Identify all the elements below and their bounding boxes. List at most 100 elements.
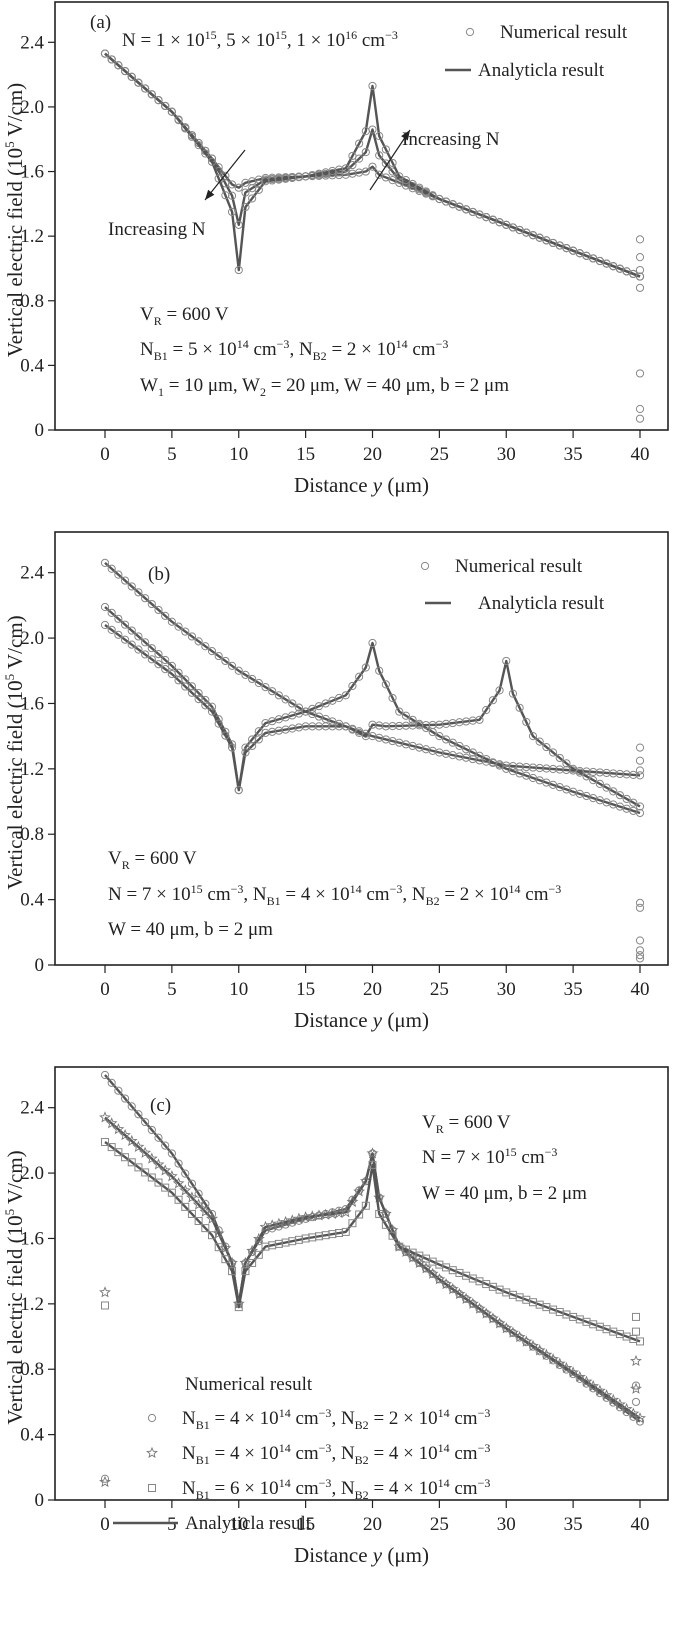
x-tick-label: 25 (430, 444, 449, 465)
annotation: VR​ = 600 V (140, 304, 229, 328)
data-point (234, 265, 243, 275)
annotation: N = 1 × 1015​, 5 × 1015​, 1 × 1016​ cm−3… (122, 28, 398, 51)
y-tick-label: 1.2 (20, 759, 44, 780)
data-point (246, 1244, 259, 1256)
data-point (248, 735, 257, 744)
x-tick-label: 15 (296, 444, 315, 465)
x-tick-label: 40 (631, 979, 650, 1000)
legend-entry: NB1​ = 4 × 1014​ cm−3​, NB2​ = 2 × 1014​… (182, 1406, 490, 1432)
data-point (368, 1160, 377, 1169)
data-point (528, 1342, 538, 1351)
data-point (401, 711, 411, 720)
data-point (241, 748, 250, 757)
data-point (635, 898, 645, 907)
data-point (254, 1250, 263, 1259)
data-point (181, 124, 190, 133)
data-point (355, 139, 364, 148)
data-point (141, 1117, 150, 1127)
data-point (114, 614, 123, 623)
data-point (341, 722, 350, 731)
data-point (227, 207, 237, 217)
data-point (120, 576, 130, 585)
data-point (201, 1224, 210, 1233)
data-point (221, 191, 230, 200)
data-point (254, 185, 263, 194)
data-point (540, 1348, 553, 1360)
annotation: Increasing N (402, 129, 500, 150)
data-point (248, 741, 257, 751)
data-point (326, 1207, 339, 1219)
arrow (369, 129, 411, 191)
data-point (100, 620, 110, 630)
data-point (161, 611, 170, 620)
y-tick-label: 0 (35, 955, 45, 976)
y-tick-label: 0.4 (20, 890, 44, 911)
data-point (248, 1258, 257, 1267)
data-point (134, 1110, 143, 1119)
data-point (426, 1267, 439, 1279)
data-point (395, 721, 404, 731)
data-point (207, 707, 217, 716)
data-point (381, 680, 390, 689)
data-point (199, 1205, 212, 1217)
data-point (348, 725, 357, 734)
data-point (428, 191, 437, 200)
data-point (194, 637, 203, 646)
data-point (174, 116, 183, 125)
y-tick-label: 1.6 (20, 162, 44, 183)
annotation: W = 40 μm, b = 2 μm (422, 1183, 587, 1204)
data-point (301, 722, 310, 731)
plot-frame (54, 531, 669, 966)
data-point (234, 1303, 243, 1312)
data-point (408, 715, 417, 724)
data-point (582, 772, 591, 781)
data-point (622, 794, 631, 804)
data-point (321, 722, 330, 731)
data-point (161, 101, 170, 111)
data-point (107, 564, 116, 573)
y-tick-label: 0 (35, 420, 45, 441)
data-point (167, 107, 176, 116)
data-point (161, 1141, 170, 1150)
series-1 (100, 558, 645, 780)
data-point (187, 1179, 197, 1188)
data-point (635, 253, 645, 262)
data-point (201, 701, 210, 710)
x-tick-label: 15 (296, 1514, 315, 1535)
data-point (635, 265, 645, 275)
series-2 (100, 602, 645, 818)
data-point (127, 1102, 136, 1111)
series-line (104, 606, 641, 815)
data-point (560, 1361, 573, 1374)
data-point (179, 1184, 192, 1196)
data-point (147, 644, 156, 653)
data-point (635, 743, 645, 752)
data-point (500, 1322, 513, 1334)
data-point (635, 369, 645, 378)
data-point (408, 179, 417, 189)
data-point (602, 783, 611, 792)
data-point (375, 666, 384, 675)
data-point (194, 689, 203, 698)
x-axis-label: Distance y (μm) (294, 1008, 429, 1032)
data-point (186, 1191, 198, 1203)
panel-label: (b) (148, 564, 170, 585)
data-point (101, 1301, 109, 1310)
y-tick-label: 2.0 (20, 1163, 44, 1184)
series-line (104, 1074, 641, 1423)
data-point (486, 1312, 499, 1324)
data-point (152, 1158, 165, 1170)
data-point (187, 688, 197, 697)
data-point (631, 1327, 640, 1336)
data-point (635, 802, 645, 811)
data-point (609, 787, 618, 796)
data-point (635, 283, 645, 292)
data-point (528, 732, 538, 741)
data-point (167, 661, 176, 670)
data-point (361, 167, 370, 176)
data-point (294, 703, 304, 712)
annotation: N = 7 × 1015​ cm−3​ (422, 1145, 557, 1168)
data-point (627, 1407, 640, 1419)
data-point (161, 665, 170, 674)
x-tick-label: 10 (229, 444, 248, 465)
